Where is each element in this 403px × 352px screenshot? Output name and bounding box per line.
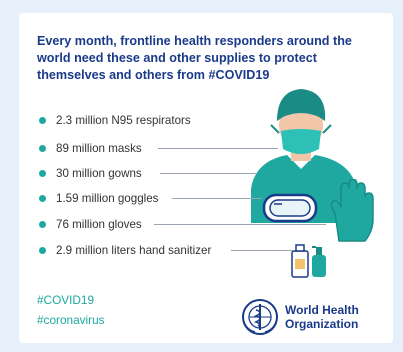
leader-line <box>172 198 262 199</box>
item-label: 89 million masks <box>56 141 142 155</box>
leader-line <box>158 148 278 149</box>
who-name-line2: Organization <box>285 317 359 331</box>
bullet-dot <box>39 220 46 228</box>
bullet-dot <box>39 169 46 177</box>
leader-line <box>160 173 256 174</box>
list-item: 1.59 million goggles <box>39 190 158 206</box>
item-label: 2.9 million liters hand sanitizer <box>56 243 212 257</box>
list-item: 89 million masks <box>39 140 142 156</box>
infographic-heading: Every month, frontline health responders… <box>37 34 352 82</box>
leader-line <box>154 224 326 225</box>
hashtag-covid19: #COVID19 <box>37 293 95 307</box>
list-item: 2.9 million liters hand sanitizer <box>39 242 211 258</box>
item-label: 76 million gloves <box>56 217 142 231</box>
who-name-line1: World Health <box>285 303 359 317</box>
leader-line <box>231 250 293 251</box>
bullet-dot <box>39 144 46 152</box>
who-logo: World Health Organization <box>241 297 391 337</box>
who-wordmark: World Health Organization <box>285 303 359 331</box>
list-item: 76 million gloves <box>39 216 142 232</box>
goggles-icon <box>262 193 318 223</box>
item-label: 2.3 million N95 respirators <box>56 113 191 127</box>
list-item: 30 million gowns <box>39 165 142 181</box>
list-item: 2.3 million N95 respirators <box>39 112 191 128</box>
infographic-card: Every month, frontline health responders… <box>19 13 393 343</box>
item-label: 30 million gowns <box>56 166 142 180</box>
item-label: 1.59 million goggles <box>56 191 159 205</box>
bullet-dot <box>39 116 46 124</box>
glove-icon <box>330 179 374 242</box>
hashtag-coronavirus: #coronavirus <box>37 313 105 327</box>
sanitizer-icon <box>291 244 326 278</box>
bullet-dot <box>39 246 46 254</box>
bullet-dot <box>39 194 46 202</box>
who-emblem-icon <box>242 299 278 335</box>
